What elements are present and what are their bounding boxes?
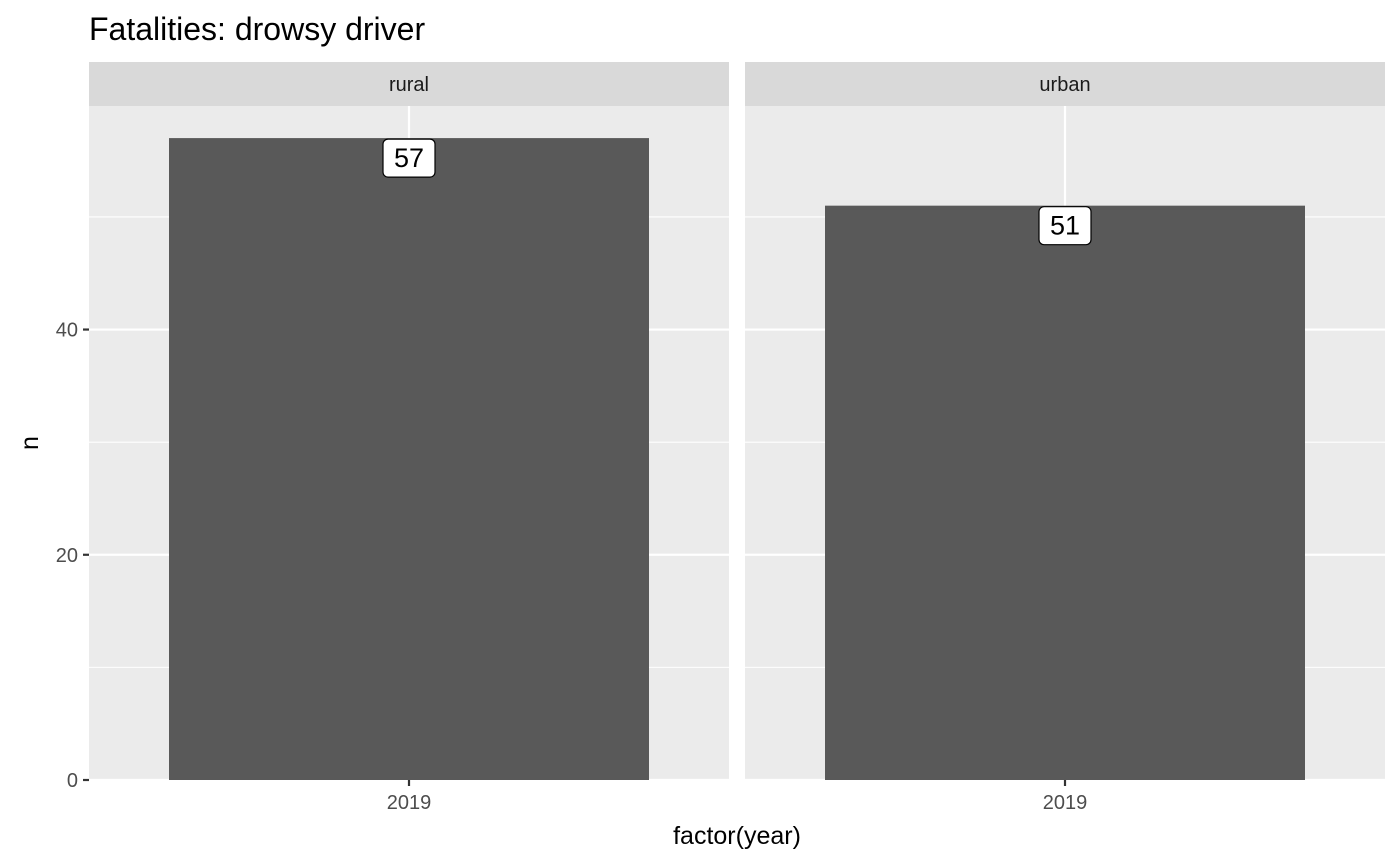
facet-rural: 57 2019 rural [89, 62, 729, 814]
facet-strip [745, 62, 1385, 106]
bar-urban-2019 [825, 205, 1305, 780]
data-label: 51 [1050, 211, 1080, 241]
data-label-box [1038, 206, 1092, 246]
y-tick-label: 0 [67, 770, 78, 792]
facet-urban: 51 2019 urban [745, 62, 1385, 814]
facet-strip-label: rural [389, 74, 429, 96]
chart-title: Fatalities: drowsy driver [89, 11, 425, 47]
x-tick-label: 2019 [387, 792, 432, 814]
y-tick-label: 40 [56, 320, 78, 342]
y-tick-label: 20 [56, 545, 78, 567]
data-label-box [382, 138, 436, 178]
facet-panels: 57 2019 rural 51 2019 urban [89, 62, 1385, 814]
facet-strip-label: urban [1039, 74, 1090, 96]
y-axis: 0 20 40 [56, 320, 89, 792]
bar-rural-2019 [169, 138, 649, 781]
data-label: 57 [394, 143, 424, 173]
y-axis-title: n [16, 436, 44, 450]
x-tick-label: 2019 [1043, 792, 1088, 814]
facet-strip [89, 62, 729, 106]
x-axis-title: factor(year) [673, 822, 801, 850]
